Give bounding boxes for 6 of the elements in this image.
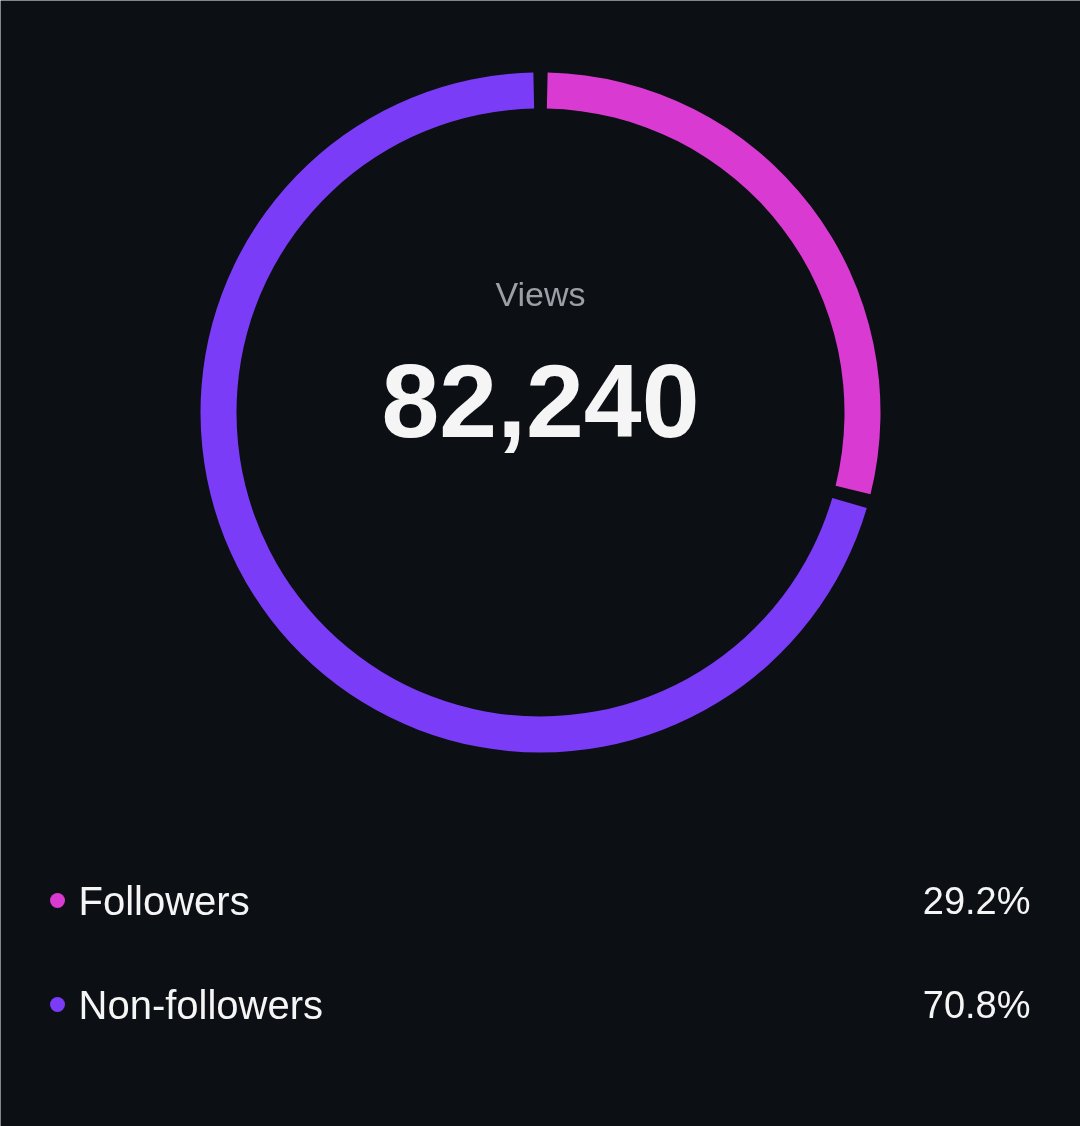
data-label: 29.2% [922,879,1031,922]
legend-label: Non-followers [78,982,324,1027]
legend-label: Followers [78,878,250,923]
text: 82,240 [381,342,700,459]
text: Views [495,274,586,313]
data-label: 70.8% [922,983,1031,1026]
